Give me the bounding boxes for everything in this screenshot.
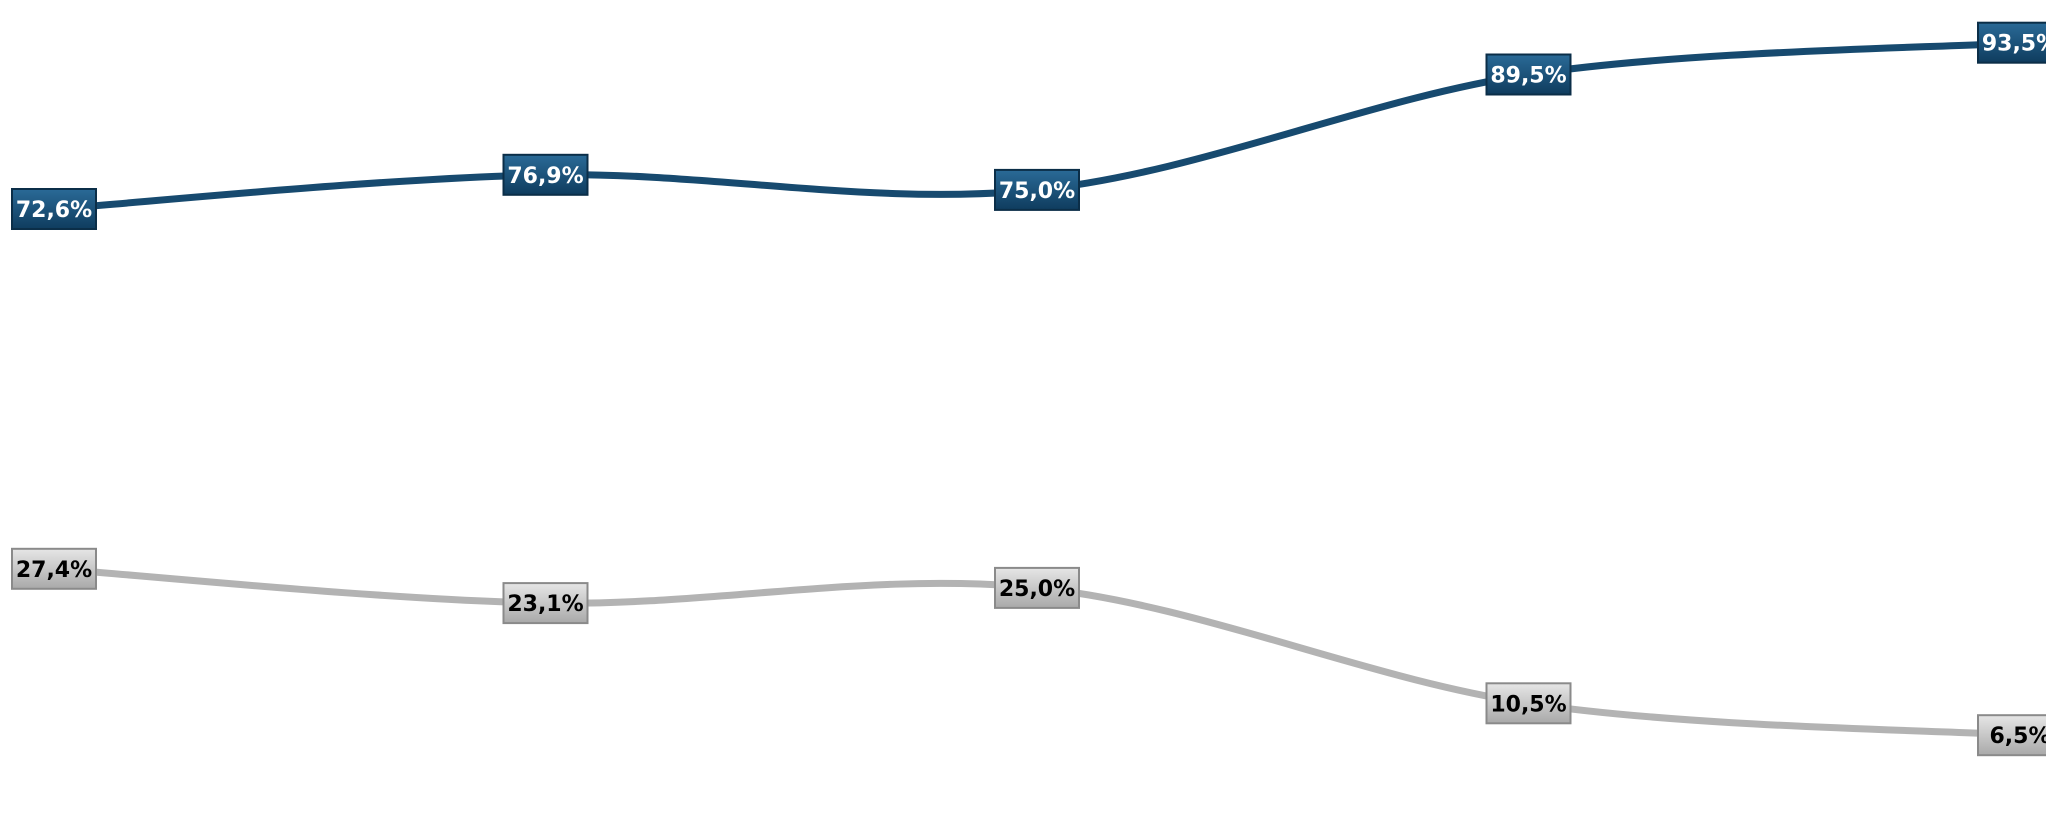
series-2-data-label-4: 10,5% — [1485, 682, 1572, 725]
data-label-text: 76,9% — [507, 164, 583, 189]
data-label-text: 72,6% — [16, 198, 92, 223]
data-label-text: 93,5% — [1982, 32, 2046, 57]
series-layer — [50, 39, 2024, 739]
data-label-text: 27,4% — [16, 558, 92, 583]
series-1-data-label-2: 76,9% — [502, 153, 589, 196]
data-label-box — [502, 153, 589, 196]
data-label-text: 25,0% — [999, 577, 1075, 602]
data-label-text: 23,1% — [507, 592, 583, 617]
series-2-data-label-3: 25,0% — [994, 566, 1080, 609]
series-1-data-label-5: 93,5% — [1977, 21, 2046, 64]
data-label-box — [994, 566, 1080, 609]
data-label-layer: 72,6% 76,9% 75,0% 89,5% 93,5% 27,4% 23,1% 25,0%… — [11, 21, 2046, 757]
data-label-box — [1977, 714, 2046, 757]
data-label-box — [1977, 21, 2046, 64]
series-1-data-label-4: 89,5% — [1485, 53, 1572, 96]
data-label-box — [11, 547, 97, 590]
data-label-text: 89,5% — [1490, 64, 1566, 89]
data-label-box — [1485, 53, 1572, 96]
series-1-data-label-1: 72,6% — [11, 188, 97, 230]
series-2-data-label-2: 23,1% — [502, 582, 589, 625]
series-1-data-label-3: 75,0% — [994, 168, 1080, 211]
data-label-text: 75,0% — [999, 179, 1075, 204]
data-label-box — [502, 582, 589, 625]
series-2-data-label-1: 27,4% — [11, 547, 97, 590]
data-label-text: 6,5% — [1989, 724, 2046, 749]
data-label-box — [1485, 682, 1572, 725]
data-label-text: 10,5% — [1490, 692, 1566, 717]
data-label-box — [11, 188, 97, 230]
series-2-data-label-5: 6,5% — [1977, 714, 2046, 757]
data-label-box — [994, 168, 1080, 211]
